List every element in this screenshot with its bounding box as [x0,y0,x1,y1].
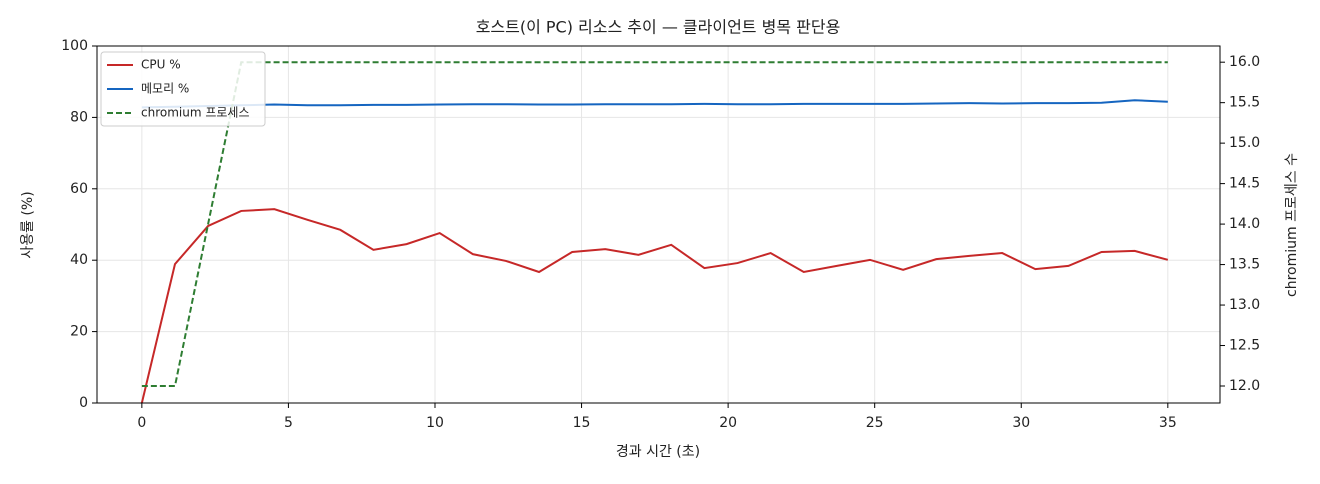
y2-tick-label: 16.0 [1229,54,1260,70]
x-tick-label: 30 [1012,415,1030,431]
x-tick-label: 5 [284,415,293,431]
series-line [141,99,1168,109]
y-tick-label: 40 [70,252,88,268]
x-tick-label: 20 [719,415,737,431]
x-tick-label: 25 [866,415,884,431]
y2-tick-label: 14.0 [1229,216,1260,232]
x-tick-label: 10 [426,415,444,431]
y-tick-label: 80 [70,109,88,125]
y2-tick-label: 13.5 [1229,257,1260,273]
y-tick-label: 60 [70,181,88,197]
legend-label: CPU % [141,58,181,72]
legend-label: chromium 프로세스 [141,106,250,120]
x-tick-label: 35 [1159,415,1177,431]
y-tick-label: 20 [70,324,88,340]
chart-title: 호스트(이 PC) 리소스 추이 — 클라이언트 병목 판단용 [476,18,841,37]
y2-tick-label: 12.5 [1229,338,1260,354]
y-tick-label: 0 [79,395,88,411]
y2-axis-label: chromium 프로세스 수 [1284,153,1300,297]
y2-tick-label: 15.0 [1229,135,1260,151]
y2-tick-label: 15.5 [1229,95,1260,111]
series-line [141,61,1168,387]
y2-tick-label: 14.5 [1229,176,1260,192]
y-axis-label: 사용률 (%) [20,191,36,258]
plot-frame [96,45,1221,404]
legend-label: 메모리 % [141,82,189,96]
series-line [140,208,1169,404]
x-axis-label: 경과 시간 (초) [616,444,700,460]
x-tick-label: 0 [137,415,146,431]
x-tick-label: 15 [573,415,591,431]
legend-box [100,51,266,127]
y-tick-label: 100 [61,38,88,54]
y2-tick-label: 12.0 [1229,378,1260,394]
y2-tick-label: 13.0 [1229,297,1260,313]
